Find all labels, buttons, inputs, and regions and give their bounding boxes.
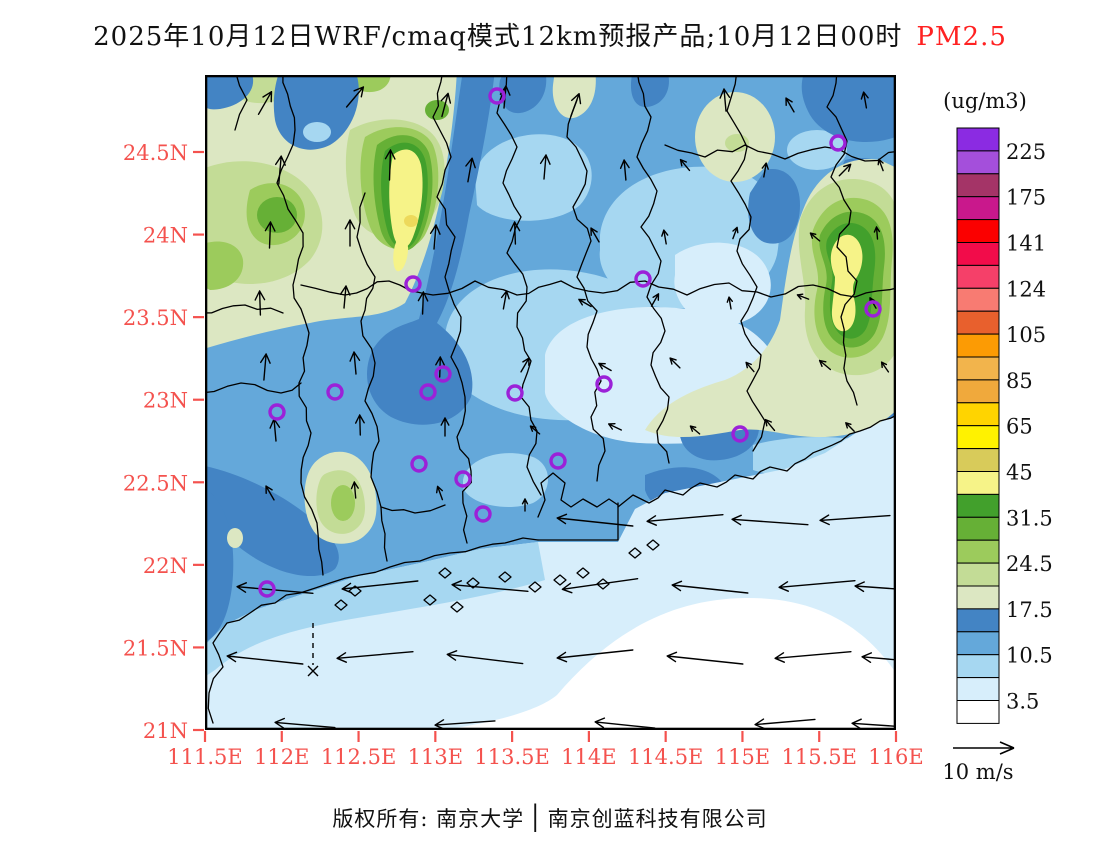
station-marker [326, 383, 344, 401]
colorbar-cell [956, 333, 1000, 358]
wind-arrows-layer [226, 85, 896, 730]
lon-tick-label: 113E [408, 745, 463, 769]
colorbar-cell [956, 196, 1000, 221]
colorbar-units-label: (ug/m3) [943, 89, 1027, 113]
wind-speed-legend: 10 m/s [942, 741, 1015, 784]
map-frame [205, 75, 896, 730]
map-area [205, 75, 896, 730]
colorbar-cell [956, 471, 1000, 495]
station-marker [474, 505, 492, 523]
lat-tick-label: 21.5N [123, 636, 188, 660]
colorbar-cell [956, 493, 1000, 518]
colorbar-tick-label: 24.5 [1006, 552, 1053, 576]
colorbar-tick-label: 3.5 [1006, 690, 1039, 714]
colorbar-cell [956, 310, 1000, 335]
colorbar-cell [956, 654, 1000, 679]
colorbar-cell [956, 287, 1000, 312]
lon-tick-label: 111.5E [167, 745, 242, 769]
station-marker [410, 455, 428, 473]
contour-fill-layer [205, 75, 896, 730]
colorbar: 225 175 141 124 105 85 65 45 31.5 24.5 17.5 10.5 3.5 [956, 127, 1053, 724]
title-text: 2025年10月12日WRF/cmaq模式12km预报产品;10月12日00时 [93, 22, 903, 52]
colorbar-tick-label: 175 [1006, 186, 1046, 210]
colorbar-tick-label: 31.5 [1006, 506, 1053, 530]
colorbar-cell [956, 127, 1000, 152]
station-marker [829, 134, 847, 152]
colorbar-cell [956, 264, 1000, 289]
colorbar-cell [956, 219, 1000, 244]
colorbar-cell [956, 448, 1000, 473]
colorbar-cell [956, 631, 1000, 656]
colorbar-cell [956, 150, 1000, 175]
colorbar-tick-label: 141 [1006, 232, 1046, 256]
colorbar-tick-label: 225 [1006, 140, 1046, 164]
latitude-axis: 24.5N 24N 23.5N 23N 22.5N 22N 21.5N 21N [123, 141, 204, 743]
colorbar-cell [956, 379, 1000, 404]
colorbar-cell [956, 677, 1000, 701]
station-marker [506, 384, 524, 402]
colorbar-tick-label: 17.5 [1006, 598, 1053, 622]
colorbar-cell [956, 516, 1000, 541]
lon-tick-label: 115.5E [781, 745, 856, 769]
station-marker [864, 300, 882, 318]
colorbar-cell [956, 356, 1000, 381]
station-marker [419, 383, 437, 401]
colorbar-cell [956, 700, 1000, 724]
colorbar-tick-label: 105 [1006, 323, 1046, 347]
station-marker [595, 375, 613, 393]
lat-tick-label: 24.5N [123, 141, 188, 165]
colorbar-cell [956, 585, 1000, 610]
colorbar-tick-label: 45 [1006, 461, 1033, 485]
colorbar-cell [956, 608, 1000, 633]
misc-marks-layer [307, 623, 319, 677]
station-marker [404, 275, 422, 293]
colorbar-tick-label: 65 [1006, 415, 1033, 439]
station-markers-layer [258, 87, 882, 598]
footer-company: 南京创蓝科技有限公司 [547, 807, 768, 831]
longitude-axis: 111.5E 112E 112.5E 113E 113.5E 114E 114.5E 115E… [167, 731, 924, 769]
station-marker [634, 270, 652, 288]
reference-arrow-icon [953, 741, 1015, 755]
station-marker [434, 365, 452, 383]
footer-owner: 版权所有: 南京大学 [332, 807, 525, 831]
station-marker [488, 87, 506, 105]
title-pollutant-label: PM2.5 [916, 22, 1007, 52]
lat-tick-label: 24N [143, 224, 188, 248]
colorbar-cell [956, 173, 1000, 198]
station-marker [549, 452, 567, 470]
colorbar-tick-label: 10.5 [1006, 644, 1053, 668]
station-marker [454, 470, 472, 488]
lon-tick-label: 112.5E [321, 745, 396, 769]
colorbar-cell [956, 402, 1000, 427]
lat-tick-label: 23N [143, 389, 188, 413]
lat-tick-label: 23.5N [123, 306, 188, 330]
lon-tick-label: 114E [561, 745, 616, 769]
colorbar-cell [956, 242, 1000, 266]
colorbar-cell [956, 539, 1000, 564]
colorbar-tick-label: 124 [1006, 277, 1046, 301]
station-marker [268, 403, 286, 421]
copyright-footer: 版权所有: 南京大学 │ 南京创蓝科技有限公司 [0, 803, 1100, 833]
lat-tick-label: 21N [143, 719, 188, 743]
page-title: 2025年10月12日WRF/cmaq模式12km预报产品;10月12日00时 P… [0, 16, 1100, 53]
colorbar-cell [956, 425, 1000, 450]
lon-tick-label: 116E [868, 745, 923, 769]
footer-separator: │ [528, 804, 544, 832]
colorbar-tick-label: 85 [1006, 369, 1033, 393]
colorbar-cell [956, 562, 1000, 587]
lon-tick-label: 113.5E [474, 745, 549, 769]
lon-tick-label: 114.5E [628, 745, 703, 769]
station-marker [258, 580, 276, 598]
station-marker [731, 425, 749, 443]
lon-tick-label: 112E [254, 745, 309, 769]
lat-tick-label: 22N [143, 554, 188, 578]
lon-tick-label: 115E [715, 745, 770, 769]
wind-speed-label: 10 m/s [942, 760, 1013, 784]
lat-tick-label: 22.5N [123, 471, 188, 495]
admin-boundaries-layer [205, 75, 896, 724]
